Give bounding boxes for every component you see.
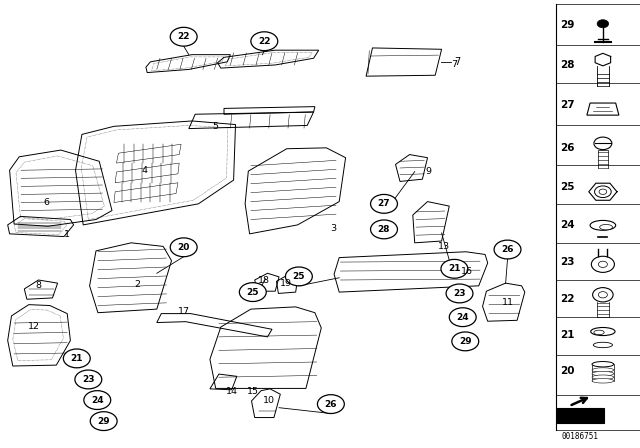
Text: 4: 4 bbox=[141, 166, 147, 175]
Circle shape bbox=[441, 259, 468, 278]
Text: 2: 2 bbox=[134, 280, 141, 289]
Ellipse shape bbox=[592, 362, 614, 367]
Text: 22: 22 bbox=[258, 37, 271, 46]
Circle shape bbox=[170, 27, 197, 46]
Bar bbox=[557, 409, 604, 423]
Text: 6: 6 bbox=[43, 198, 49, 207]
Circle shape bbox=[452, 332, 479, 351]
Circle shape bbox=[494, 240, 521, 259]
Text: 11: 11 bbox=[502, 298, 513, 307]
Text: 20: 20 bbox=[560, 366, 575, 376]
Circle shape bbox=[446, 284, 473, 303]
Circle shape bbox=[597, 20, 609, 28]
Text: 25: 25 bbox=[246, 288, 259, 297]
Circle shape bbox=[593, 288, 613, 302]
Circle shape bbox=[591, 256, 614, 272]
Circle shape bbox=[317, 395, 344, 414]
Circle shape bbox=[594, 137, 612, 150]
Text: 1: 1 bbox=[64, 230, 70, 239]
Ellipse shape bbox=[590, 220, 616, 230]
Ellipse shape bbox=[594, 330, 604, 335]
Text: 00186751: 00186751 bbox=[562, 432, 599, 441]
Text: 28: 28 bbox=[378, 225, 390, 234]
Text: 5: 5 bbox=[212, 122, 219, 131]
Text: 8: 8 bbox=[35, 281, 42, 290]
Text: 26: 26 bbox=[501, 245, 514, 254]
Text: 29: 29 bbox=[560, 20, 574, 30]
Ellipse shape bbox=[593, 342, 612, 348]
Text: 21: 21 bbox=[70, 354, 83, 363]
Text: 15: 15 bbox=[247, 387, 259, 396]
Text: 10: 10 bbox=[263, 396, 275, 405]
Text: 25: 25 bbox=[560, 182, 575, 192]
Text: 26: 26 bbox=[560, 143, 575, 153]
Circle shape bbox=[170, 238, 197, 257]
Circle shape bbox=[598, 261, 607, 267]
Ellipse shape bbox=[600, 224, 612, 230]
Circle shape bbox=[84, 391, 111, 409]
Text: 26: 26 bbox=[324, 400, 337, 409]
Circle shape bbox=[449, 308, 476, 327]
Text: 28: 28 bbox=[560, 60, 575, 70]
Text: 27: 27 bbox=[560, 100, 575, 110]
Text: 14: 14 bbox=[227, 387, 238, 396]
Ellipse shape bbox=[592, 375, 614, 379]
Text: 22: 22 bbox=[177, 32, 190, 41]
Text: 24: 24 bbox=[91, 396, 104, 405]
Text: 21: 21 bbox=[448, 264, 461, 273]
Circle shape bbox=[595, 186, 611, 198]
Circle shape bbox=[598, 292, 607, 298]
Text: 21: 21 bbox=[560, 330, 575, 340]
Circle shape bbox=[285, 267, 312, 286]
Text: 23: 23 bbox=[82, 375, 95, 384]
Text: 23: 23 bbox=[560, 257, 575, 267]
Circle shape bbox=[371, 194, 397, 213]
Circle shape bbox=[251, 32, 278, 51]
Polygon shape bbox=[595, 53, 611, 66]
Circle shape bbox=[90, 412, 117, 431]
Circle shape bbox=[63, 349, 90, 368]
Text: 18: 18 bbox=[259, 276, 270, 285]
Text: 13: 13 bbox=[438, 242, 449, 251]
Circle shape bbox=[599, 189, 607, 194]
Text: 27: 27 bbox=[378, 199, 390, 208]
Text: 24: 24 bbox=[560, 220, 575, 230]
Text: 17: 17 bbox=[179, 307, 190, 316]
Text: 20: 20 bbox=[177, 243, 190, 252]
Circle shape bbox=[371, 220, 397, 239]
Ellipse shape bbox=[592, 379, 614, 383]
Text: 7: 7 bbox=[454, 57, 461, 67]
Text: 12: 12 bbox=[28, 322, 40, 331]
Text: 29: 29 bbox=[97, 417, 110, 426]
Circle shape bbox=[239, 283, 266, 302]
Ellipse shape bbox=[592, 368, 614, 372]
Text: 25: 25 bbox=[292, 272, 305, 281]
Text: 22: 22 bbox=[560, 294, 575, 304]
Text: 9: 9 bbox=[426, 167, 432, 176]
Text: 29: 29 bbox=[459, 337, 472, 346]
Ellipse shape bbox=[592, 371, 614, 376]
Text: 23: 23 bbox=[453, 289, 466, 298]
Polygon shape bbox=[589, 183, 617, 200]
Text: 24: 24 bbox=[456, 313, 469, 322]
Text: 19: 19 bbox=[280, 279, 292, 288]
Text: 7: 7 bbox=[451, 60, 458, 69]
Text: 3: 3 bbox=[330, 224, 336, 233]
Ellipse shape bbox=[591, 327, 615, 336]
Text: 16: 16 bbox=[461, 267, 473, 276]
Circle shape bbox=[75, 370, 102, 389]
